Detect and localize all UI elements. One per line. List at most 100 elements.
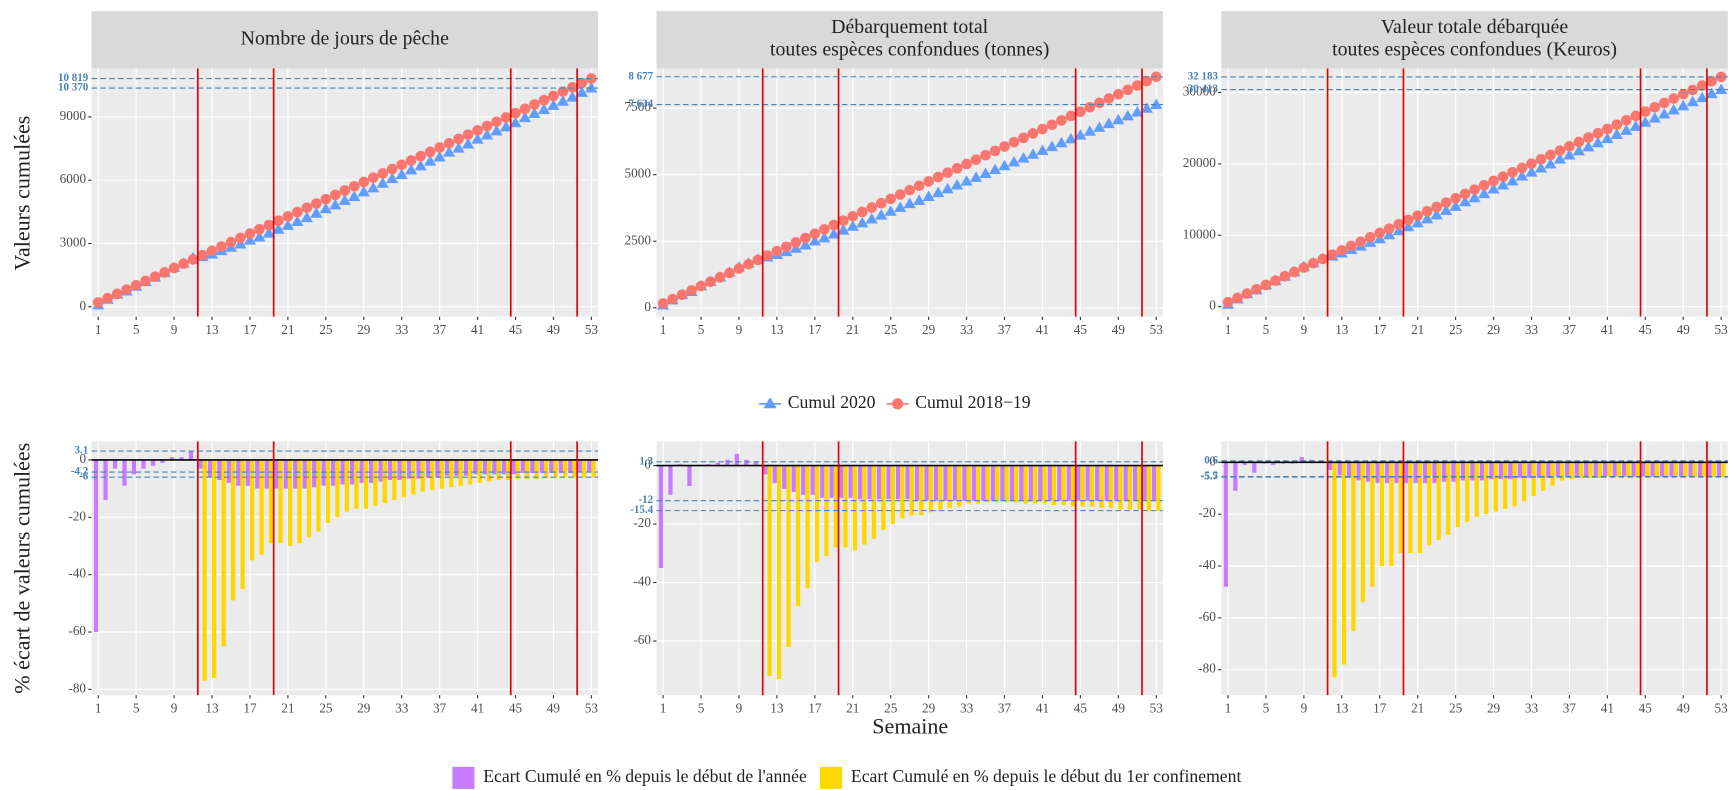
point (1696, 91, 1709, 103)
bar (1370, 462, 1375, 587)
point (1449, 200, 1462, 211)
bar (1365, 462, 1371, 482)
x-tick-label: 25 (1449, 322, 1463, 337)
x-tick-label: 49 (1112, 700, 1126, 715)
point (894, 189, 906, 200)
bar (1574, 462, 1579, 477)
bar (1688, 462, 1693, 477)
bar (558, 459, 563, 473)
point (415, 150, 426, 162)
bar (909, 465, 914, 516)
bar (763, 465, 768, 475)
bar (1565, 462, 1570, 477)
reference-label: 7 634 (628, 98, 653, 110)
point (743, 258, 754, 270)
point (676, 289, 688, 301)
point (1621, 114, 1632, 126)
point (885, 193, 897, 205)
bar (952, 465, 958, 501)
bar (312, 459, 317, 488)
point (1705, 87, 1718, 99)
point (576, 77, 588, 89)
bar (886, 465, 891, 500)
point (548, 90, 559, 102)
bar (1441, 462, 1447, 482)
point (310, 207, 323, 218)
bar (871, 465, 877, 539)
bar (990, 465, 996, 501)
point (1121, 109, 1134, 121)
point (197, 249, 208, 261)
reference-label: -5.5 (1201, 470, 1219, 482)
point (1222, 297, 1234, 308)
point (149, 271, 161, 282)
point (140, 275, 151, 287)
x-tick-label: 45 (1639, 322, 1653, 337)
bar (1108, 465, 1114, 508)
bar (795, 465, 801, 606)
bar (1004, 465, 1009, 503)
point (1583, 132, 1594, 143)
point (903, 197, 916, 209)
bar (734, 453, 739, 466)
chart-title: Valeur totale débarquée (1381, 16, 1569, 38)
point (1150, 98, 1163, 109)
bar (226, 459, 231, 483)
bar (1593, 462, 1598, 477)
bar (1522, 462, 1527, 502)
bar (492, 459, 497, 475)
bar (359, 459, 364, 483)
bar (919, 465, 924, 516)
bar (354, 459, 359, 509)
bar (1252, 462, 1257, 473)
point (509, 116, 522, 128)
point (1431, 201, 1442, 213)
x-tick-label: 29 (1487, 322, 1501, 337)
bar (820, 465, 825, 498)
point (865, 213, 878, 224)
point (1383, 228, 1396, 240)
bar (160, 459, 165, 463)
point (111, 288, 123, 300)
point (414, 159, 427, 171)
bar (1645, 462, 1650, 477)
bar (198, 459, 203, 469)
bar (553, 459, 558, 478)
point (970, 154, 982, 165)
point (1383, 223, 1395, 234)
x-tick-label: 5 (1263, 700, 1270, 715)
point (980, 149, 991, 161)
bar (93, 459, 99, 633)
bar (430, 459, 435, 491)
x-tick-label: 49 (1677, 700, 1691, 715)
bar (1146, 465, 1152, 511)
bar (1133, 465, 1138, 501)
point (961, 158, 972, 170)
bar (268, 459, 274, 544)
chart-title: toutes espèces confondues (Keuros) (1332, 38, 1617, 60)
point (989, 145, 1001, 157)
point (330, 189, 341, 201)
bar (112, 459, 118, 469)
bar (744, 459, 749, 466)
bar (572, 459, 577, 478)
bar (1683, 462, 1688, 478)
point (856, 206, 868, 218)
point (1113, 88, 1124, 100)
bar (1000, 465, 1005, 501)
point (585, 81, 598, 93)
point (500, 112, 512, 123)
bar (230, 459, 236, 601)
bar (995, 465, 1000, 503)
bar (416, 459, 421, 479)
bar (179, 457, 184, 460)
point (1421, 205, 1433, 217)
x-tick-label: 37 (433, 322, 447, 337)
x-tick-label: 45 (1074, 322, 1088, 337)
bar (1417, 462, 1422, 554)
point (254, 224, 265, 235)
reference-label: 1.3 (639, 455, 653, 467)
bar (839, 465, 844, 498)
bar (373, 459, 378, 506)
bar (966, 465, 971, 504)
